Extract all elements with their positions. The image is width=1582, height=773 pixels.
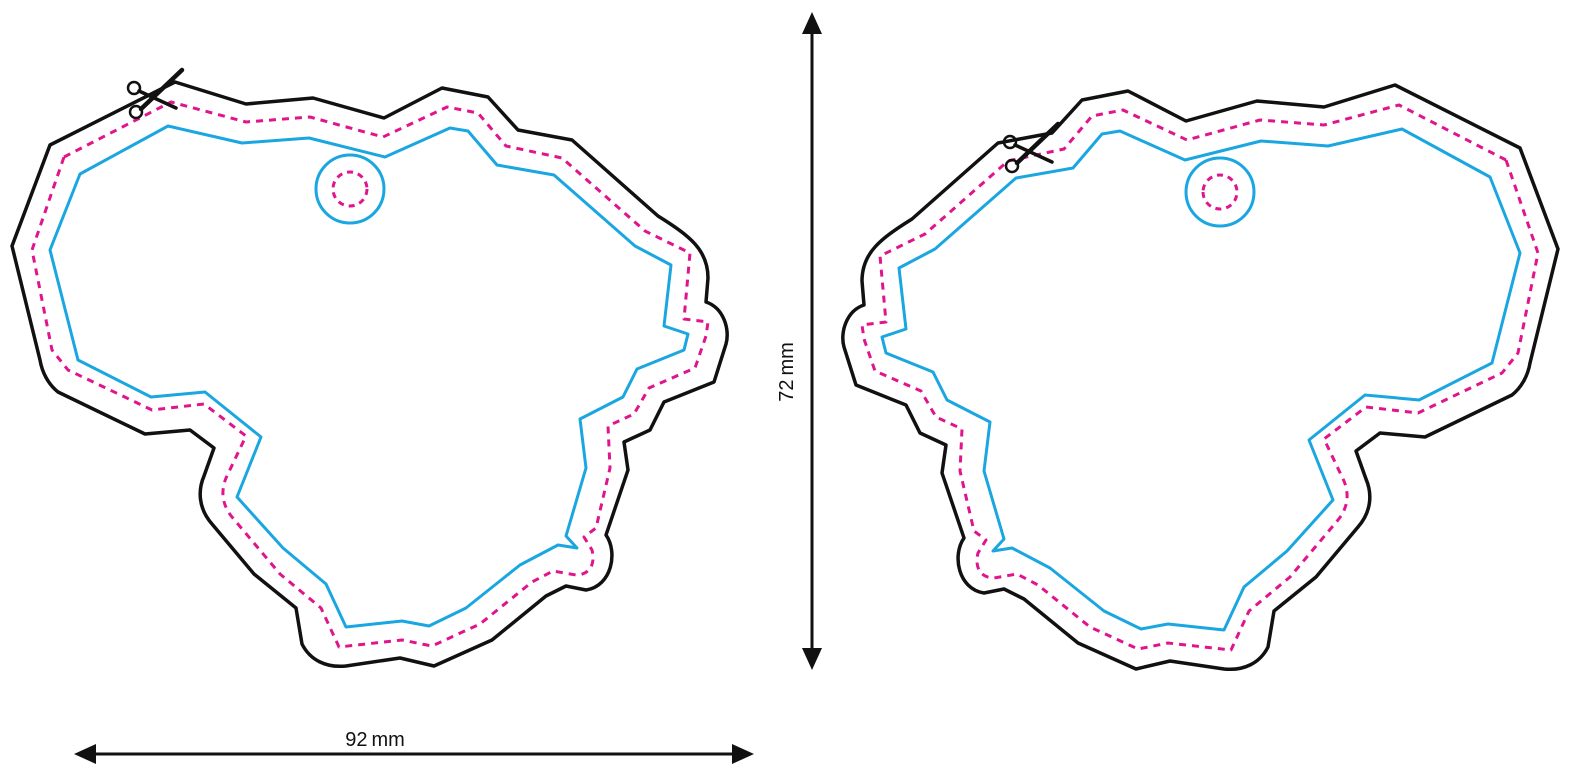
scissors-icon xyxy=(1004,124,1058,172)
width-dimension: 92 mm xyxy=(74,729,754,764)
template-right xyxy=(841,83,1560,672)
scissors-icon xyxy=(128,70,182,118)
height-label: 72 mm xyxy=(776,342,798,402)
template-left xyxy=(10,80,729,669)
height-dimension: 72 mm xyxy=(776,12,822,670)
width-label: 92 mm xyxy=(345,729,405,751)
